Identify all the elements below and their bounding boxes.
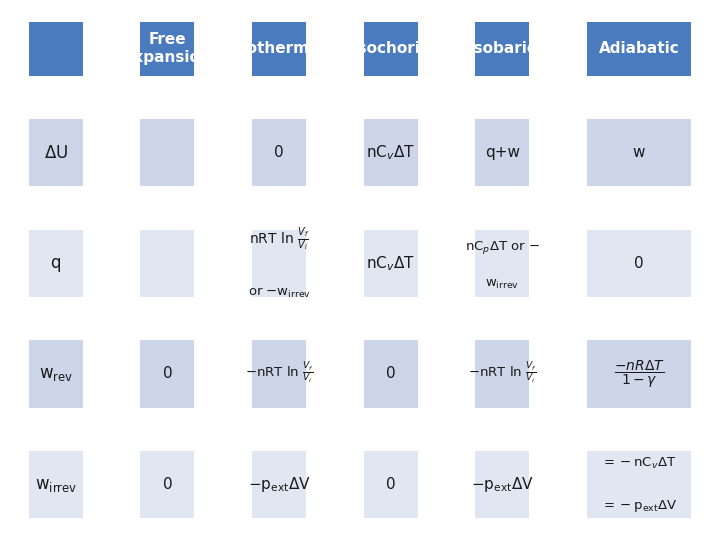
Bar	[364, 340, 418, 408]
Bar	[475, 22, 529, 76]
Text: $-$p$_\mathregular{ext}\Delta$V: $-$p$_\mathregular{ext}\Delta$V	[471, 475, 534, 494]
Bar	[29, 340, 83, 408]
Text: 0: 0	[163, 367, 172, 381]
Text: nRT ln $\frac{V_f}{V_i}$: nRT ln $\frac{V_f}{V_i}$	[249, 225, 309, 253]
Bar	[252, 22, 306, 76]
Bar	[29, 230, 83, 297]
Bar	[252, 230, 306, 297]
Text: nC$_v\Delta$T: nC$_v\Delta$T	[366, 143, 415, 162]
Bar	[29, 119, 83, 186]
Text: w$_\mathregular{rev}$: w$_\mathregular{rev}$	[39, 365, 73, 383]
Bar	[140, 340, 194, 408]
Bar	[140, 451, 194, 518]
Bar	[140, 119, 194, 186]
Bar	[252, 451, 306, 518]
Text: Free
expansion: Free expansion	[124, 32, 211, 65]
Text: q: q	[50, 254, 61, 272]
Bar	[587, 22, 691, 76]
Text: Isochoric: Isochoric	[352, 41, 429, 56]
Bar	[587, 451, 691, 518]
Bar	[475, 340, 529, 408]
Text: $-$p$_\mathregular{ext}\Delta$V: $-$p$_\mathregular{ext}\Delta$V	[248, 475, 310, 494]
Bar	[587, 340, 691, 408]
Text: $=-$nC$_v\Delta$T: $=-$nC$_v\Delta$T	[601, 456, 677, 470]
Bar	[29, 451, 83, 518]
Text: 0: 0	[386, 477, 395, 492]
Bar	[252, 340, 306, 408]
Bar	[587, 119, 691, 186]
Bar	[364, 230, 418, 297]
Bar	[364, 22, 418, 76]
Bar	[29, 22, 83, 76]
Text: Adiabatic: Adiabatic	[598, 41, 680, 56]
Text: $\dfrac{-nR\Delta T}{1-\gamma}$: $\dfrac{-nR\Delta T}{1-\gamma}$	[613, 358, 665, 390]
Bar	[140, 230, 194, 297]
Text: nC$_v\Delta$T: nC$_v\Delta$T	[366, 254, 415, 273]
Bar	[475, 230, 529, 297]
Text: Isothermal: Isothermal	[233, 41, 325, 56]
Bar	[587, 230, 691, 297]
Text: $-$nRT ln $\frac{V_f}{V_i}$: $-$nRT ln $\frac{V_f}{V_i}$	[468, 361, 536, 387]
Text: w: w	[633, 145, 645, 160]
Text: $=-$p$_\mathregular{ext}\Delta$V: $=-$p$_\mathregular{ext}\Delta$V	[601, 498, 677, 514]
Text: or $-$w$_\mathregular{irrev}$: or $-$w$_\mathregular{irrev}$	[248, 286, 310, 300]
Text: 0: 0	[163, 477, 172, 492]
Text: q+w: q+w	[485, 145, 520, 160]
Bar	[364, 119, 418, 186]
Text: $\Delta$U: $\Delta$U	[44, 144, 68, 161]
Text: w$_\mathregular{irrev}$: w$_\mathregular{irrev}$	[35, 476, 77, 494]
Text: 0: 0	[634, 256, 644, 271]
Bar	[140, 22, 194, 76]
Bar	[475, 119, 529, 186]
Text: nC$_p\Delta$T or $-$: nC$_p\Delta$T or $-$	[465, 239, 539, 255]
Text: w$_\mathregular{irrev}$: w$_\mathregular{irrev}$	[485, 278, 519, 292]
Bar	[252, 119, 306, 186]
Text: Isobaric: Isobaric	[468, 41, 536, 56]
Text: 0: 0	[386, 367, 395, 381]
Bar	[364, 451, 418, 518]
Text: $-$nRT ln $\frac{V_f}{V_i}$: $-$nRT ln $\frac{V_f}{V_i}$	[245, 361, 313, 387]
Bar	[475, 451, 529, 518]
Text: 0: 0	[274, 145, 284, 160]
